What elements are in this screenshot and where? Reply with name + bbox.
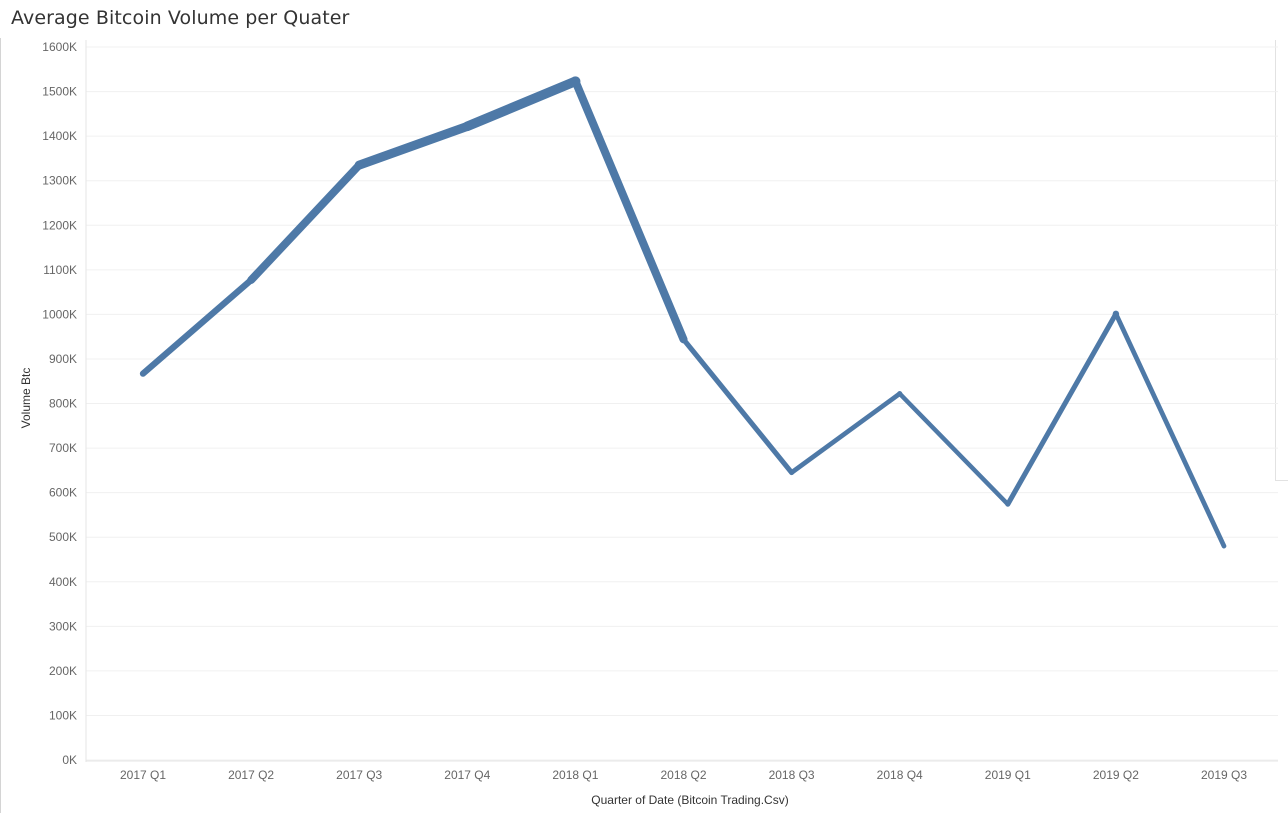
y-tick-label: 300K	[49, 619, 77, 633]
x-tick-label: 2018 Q2	[660, 768, 706, 782]
data-point[interactable]	[247, 276, 255, 284]
series-line[interactable]	[139, 76, 1227, 549]
line-segment[interactable]	[680, 336, 795, 476]
x-axis-label: Quarter of Date (Bitcoin Trading.Csv)	[591, 793, 788, 807]
x-tick-label: 2017 Q4	[444, 768, 490, 782]
y-tick-label: 1200K	[42, 218, 77, 232]
y-tick-label: 1500K	[42, 85, 77, 99]
y-axis-label: Volume Btc	[19, 368, 33, 429]
x-tick-label: 2018 Q4	[877, 768, 923, 782]
left-border	[0, 38, 1, 813]
line-segment[interactable]	[139, 276, 255, 377]
gridlines	[85, 40, 1278, 762]
y-tick-label: 100K	[49, 708, 77, 722]
chart-title: Average Bitcoin Volume per Quater	[11, 7, 350, 29]
line-segment[interactable]	[247, 161, 364, 284]
line-segment[interactable]	[789, 391, 903, 475]
y-tick-label: 500K	[49, 530, 77, 544]
line-segment[interactable]	[354, 121, 472, 170]
x-tick-label: 2018 Q1	[552, 768, 598, 782]
y-tick-label: 600K	[49, 486, 77, 500]
data-point[interactable]	[354, 160, 364, 170]
y-tick-label: 700K	[49, 441, 77, 455]
y-tick-label: 900K	[49, 352, 77, 366]
line-segment[interactable]	[1113, 311, 1227, 549]
data-point[interactable]	[1112, 310, 1120, 318]
line-segment[interactable]	[462, 76, 581, 132]
y-tick-label: 1400K	[42, 129, 77, 143]
data-point[interactable]	[570, 76, 581, 87]
y-tick-label: 400K	[49, 575, 77, 589]
y-tick-label: 1600K	[42, 40, 77, 54]
y-tick-label: 200K	[49, 664, 77, 678]
x-tick-label: 2018 Q3	[769, 768, 815, 782]
x-tick-label: 2017 Q3	[336, 768, 382, 782]
y-tick-label: 1100K	[43, 263, 77, 277]
data-point[interactable]	[1222, 544, 1226, 548]
y-tick-label: 800K	[49, 397, 77, 411]
line-segment[interactable]	[1005, 311, 1119, 507]
side-panel-edge	[1275, 40, 1288, 481]
data-point[interactable]	[789, 470, 794, 475]
y-tick-label: 1300K	[42, 174, 77, 188]
y-tick-label: 0K	[62, 753, 77, 767]
data-point[interactable]	[1005, 502, 1010, 507]
x-tick-label: 2019 Q1	[985, 768, 1031, 782]
data-point[interactable]	[140, 370, 146, 377]
x-tick-label: 2017 Q2	[228, 768, 274, 782]
y-tick-label: 1000K	[42, 307, 77, 321]
line-segment[interactable]	[897, 391, 1011, 507]
x-tick-label: 2019 Q2	[1093, 768, 1139, 782]
data-point[interactable]	[462, 121, 472, 131]
data-point[interactable]	[680, 336, 687, 343]
data-point[interactable]	[897, 391, 903, 397]
y-axis-ticks: 0K 100K 200K 300K 400K 500K 600K 700K 800K 900K 10…	[42, 40, 77, 767]
x-axis-ticks: 2017 Q1 2017 Q2 2017 Q3 2017 Q4 2018 Q1 2018 …	[120, 768, 1247, 782]
line-segment[interactable]	[571, 77, 688, 344]
x-tick-label: 2019 Q3	[1201, 768, 1247, 782]
x-tick-label: 2017 Q1	[120, 768, 166, 782]
